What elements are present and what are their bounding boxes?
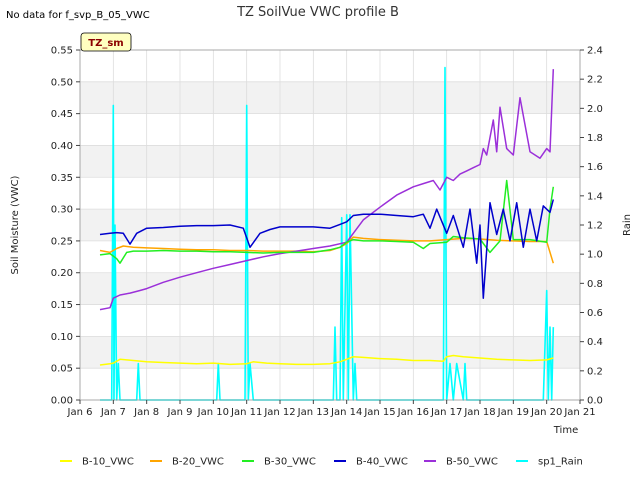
y-tick-label: 0.30 (51, 205, 73, 216)
y2-tick-label: 0.0 (587, 396, 603, 407)
x-tick-label: Jan 15 (363, 407, 395, 418)
x-tick-label: Jan 20 (530, 407, 562, 418)
site-tag-box (80, 32, 132, 52)
y2-tick-label: 1.2 (587, 221, 603, 232)
plot-band (80, 81, 580, 114)
legend-label: B-40_VWC (356, 457, 408, 468)
series-line-b-40-vwc (99, 199, 555, 299)
y2-tick-label: 2.0 (587, 104, 603, 115)
x-tick-label: Jan 17 (430, 407, 462, 418)
y-axis-ticks: 0.00 0.05 0.10 0.15 0.20 0.25 0.30 0.35 0.40 0.45… (51, 46, 80, 407)
site-tag: TZ_sm (80, 32, 132, 52)
y2-axis-label: Rain (622, 214, 633, 236)
plot-band (80, 272, 580, 305)
site-tag-label: TZ_sm (88, 38, 123, 49)
plot-background-bands (80, 50, 580, 400)
plot-band (80, 209, 580, 241)
y-axis-label: Soil Moisture (VWC) (10, 175, 21, 274)
x-tick-label: Jan 11 (230, 407, 262, 418)
chart-title: TZ SoilVue VWC profile B (236, 5, 399, 20)
plot-band (80, 113, 580, 146)
y-tick-label: 0.35 (51, 173, 73, 184)
legend-label: B-20_VWC (172, 457, 224, 468)
y-tick-label: 0.10 (51, 332, 73, 343)
x-tick-label: Jan 21 (563, 407, 595, 418)
series-line-b-10-vwc (99, 354, 554, 366)
x-axis-label: Time (553, 425, 578, 436)
y-tick-label: 0.45 (51, 109, 73, 120)
plot-band (80, 50, 580, 82)
x-tick-label: Jan 8 (133, 407, 159, 418)
plot-band (80, 177, 580, 210)
legend-label: sp1_Rain (538, 457, 583, 468)
x-tick-label: Jan 9 (167, 407, 193, 418)
x-axis-ticks: Jan 6 Jan 7 Jan 8 Jan 9 Jan 10 Jan 11 Jan 12 Ja… (67, 400, 596, 418)
y2-tick-label: 0.6 (587, 308, 603, 319)
plot-band (80, 304, 580, 337)
legend-label: B-50_VWC (446, 457, 498, 468)
y2-tick-label: 1.4 (587, 191, 603, 202)
x-tick-label: Jan 7 (100, 407, 126, 418)
legend: B-10_VWC B-20_VWC B-30_VWC B-40_VWC B-50_VWC… (60, 457, 583, 468)
y-tick-label: 0.55 (51, 46, 73, 57)
y-tick-label: 0.00 (51, 396, 73, 407)
series-line-b-50-vwc (99, 69, 555, 311)
legend-label: B-30_VWC (264, 457, 316, 468)
y2-tick-label: 0.4 (587, 337, 603, 348)
y2-tick-label: 2.4 (587, 46, 603, 57)
x-tick-label: Jan 14 (330, 407, 362, 418)
y-tick-label: 0.20 (51, 268, 73, 279)
y2-tick-label: 1.0 (587, 250, 603, 261)
legend-label: B-10_VWC (82, 457, 134, 468)
x-tick-label: Jan 6 (67, 407, 93, 418)
x-tick-label: Jan 10 (197, 407, 229, 418)
x-tick-label: Jan 19 (497, 407, 529, 418)
no-data-note: No data for f_svp_B_05_VWC (6, 10, 150, 21)
x-tick-label: Jan 16 (397, 407, 429, 418)
y2-tick-label: 1.6 (587, 162, 603, 173)
plot-band (80, 368, 580, 400)
x-tick-label: Jan 18 (463, 407, 495, 418)
y-tick-label: 0.15 (51, 300, 73, 311)
series-line-b-30-vwc (99, 179, 555, 264)
x-tick-label: Jan 12 (263, 407, 295, 418)
y2-tick-label: 2.2 (587, 75, 603, 86)
y-tick-label: 0.25 (51, 236, 73, 247)
y2-axis-ticks: 0.0 0.2 0.4 0.6 0.8 1.0 1.2 1.4 1.6 1.8 2.0 2.2 2.4 (580, 46, 603, 407)
y-tick-label: 0.50 (51, 77, 73, 88)
plot-band (80, 145, 580, 178)
y2-tick-label: 1.8 (587, 133, 603, 144)
y-tick-label: 0.40 (51, 141, 73, 152)
y2-tick-label: 0.8 (587, 279, 603, 290)
y2-tick-label: 0.2 (587, 366, 603, 377)
y-tick-label: 0.05 (51, 364, 73, 375)
x-tick-label: Jan 13 (297, 407, 329, 418)
